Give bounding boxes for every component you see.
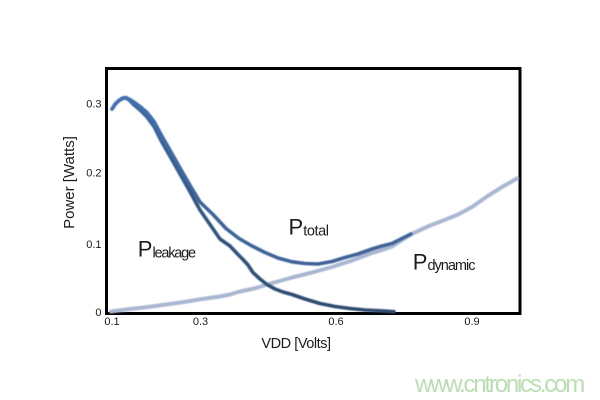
svg-text:0.6: 0.6 (328, 316, 343, 328)
svg-text:Pleakage: Pleakage (138, 236, 196, 261)
svg-text:0.1: 0.1 (104, 316, 119, 328)
svg-text:0.3: 0.3 (193, 316, 208, 328)
svg-text:VDD [Volts]: VDD [Volts] (261, 336, 330, 352)
svg-text:Ptotal: Ptotal (289, 215, 329, 240)
svg-text:0: 0 (95, 307, 101, 319)
svg-text:0.3: 0.3 (86, 99, 101, 111)
svg-text:Power [Watts]: Power [Watts] (61, 136, 78, 229)
svg-text:Pdynamic: Pdynamic (413, 250, 475, 275)
svg-text:0.2: 0.2 (86, 168, 101, 180)
svg-text:0.1: 0.1 (86, 239, 101, 251)
svg-text:0.9: 0.9 (464, 316, 479, 328)
